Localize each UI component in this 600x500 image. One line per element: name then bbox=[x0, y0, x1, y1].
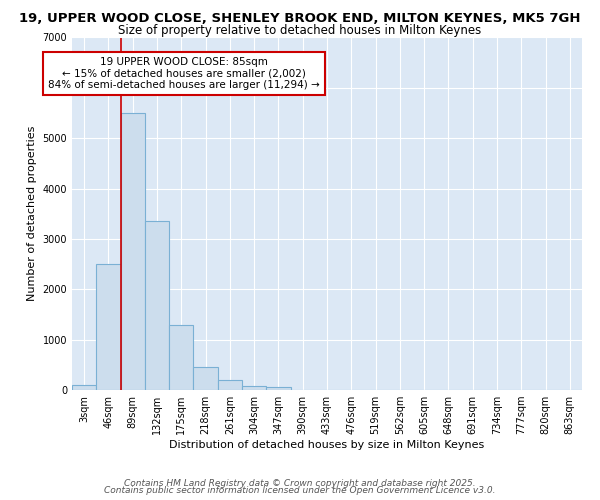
Text: Contains public sector information licensed under the Open Government Licence v3: Contains public sector information licen… bbox=[104, 486, 496, 495]
X-axis label: Distribution of detached houses by size in Milton Keynes: Distribution of detached houses by size … bbox=[169, 440, 485, 450]
Bar bbox=[121, 113, 145, 390]
Text: Size of property relative to detached houses in Milton Keynes: Size of property relative to detached ho… bbox=[118, 24, 482, 37]
Bar bbox=[169, 324, 193, 390]
Text: Contains HM Land Registry data © Crown copyright and database right 2025.: Contains HM Land Registry data © Crown c… bbox=[124, 478, 476, 488]
Bar bbox=[96, 264, 121, 390]
Bar bbox=[266, 388, 290, 390]
Bar bbox=[72, 385, 96, 390]
Bar bbox=[242, 386, 266, 390]
Text: 19, UPPER WOOD CLOSE, SHENLEY BROOK END, MILTON KEYNES, MK5 7GH: 19, UPPER WOOD CLOSE, SHENLEY BROOK END,… bbox=[19, 12, 581, 26]
Bar bbox=[218, 380, 242, 390]
Text: 19 UPPER WOOD CLOSE: 85sqm
← 15% of detached houses are smaller (2,002)
84% of s: 19 UPPER WOOD CLOSE: 85sqm ← 15% of deta… bbox=[49, 57, 320, 90]
Bar bbox=[145, 222, 169, 390]
Bar bbox=[193, 368, 218, 390]
Y-axis label: Number of detached properties: Number of detached properties bbox=[27, 126, 37, 302]
